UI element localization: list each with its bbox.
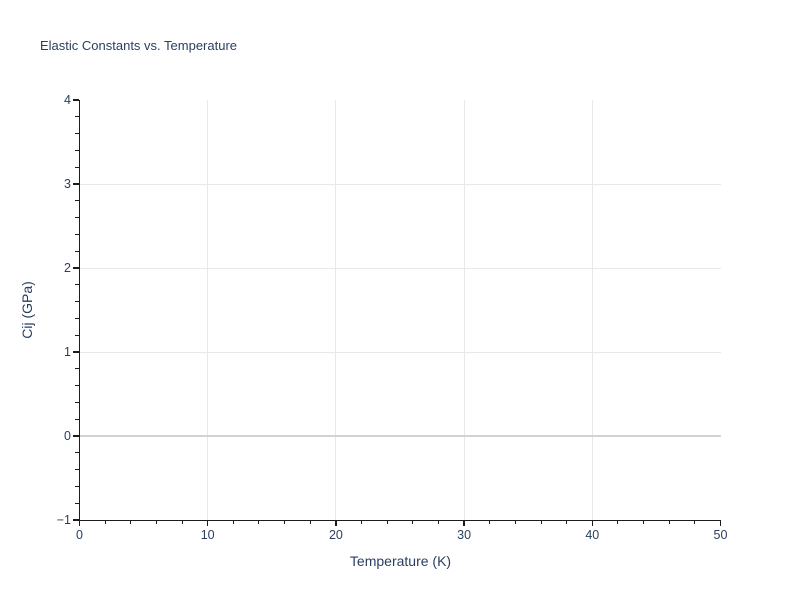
y-tick-label: −1	[56, 512, 71, 527]
y-minor-tick	[75, 502, 79, 504]
y-minor-tick	[75, 116, 79, 118]
y-minor-tick	[75, 368, 79, 370]
y-minor-tick	[75, 317, 79, 319]
y-tick-label: 2	[64, 260, 71, 275]
x-minor-tick	[617, 520, 619, 525]
y-minor-tick	[75, 418, 79, 420]
y-minor-tick	[75, 284, 79, 286]
x-major-tick	[335, 520, 337, 527]
x-gridline	[591, 100, 593, 520]
y-tick-label: 4	[64, 92, 71, 107]
x-axis-spine	[78, 519, 722, 521]
x-minor-tick	[130, 520, 132, 525]
y-minor-tick	[75, 301, 79, 303]
y-gridline	[79, 351, 721, 353]
x-tick-label: 40	[585, 528, 600, 542]
y-tick-label: 0	[64, 428, 71, 443]
x-minor-tick	[155, 520, 157, 525]
y-major-tick	[73, 267, 79, 269]
x-major-tick	[207, 520, 209, 527]
y-axis-spine	[78, 99, 80, 521]
x-minor-tick	[437, 520, 439, 525]
y-major-tick	[73, 435, 79, 437]
x-minor-tick	[540, 520, 542, 525]
y-minor-tick	[75, 469, 79, 471]
y-tick-label: 1	[64, 344, 71, 359]
y-minor-tick	[75, 250, 79, 252]
x-minor-tick	[566, 520, 568, 525]
y-gridline	[79, 267, 721, 269]
x-minor-tick	[232, 520, 234, 525]
x-major-tick	[591, 520, 593, 527]
x-gridline	[207, 100, 209, 520]
x-tick-label: 50	[713, 528, 728, 542]
x-tick-label: 20	[328, 528, 343, 542]
y-minor-tick	[75, 149, 79, 151]
x-minor-tick	[181, 520, 183, 525]
x-minor-tick	[284, 520, 286, 525]
x-minor-tick	[514, 520, 516, 525]
x-minor-tick	[694, 520, 696, 525]
x-minor-tick	[643, 520, 645, 525]
x-tick-label: 30	[457, 528, 472, 542]
x-minor-tick	[489, 520, 491, 525]
x-minor-tick	[258, 520, 260, 525]
y-minor-tick	[75, 133, 79, 135]
y-major-tick	[73, 99, 79, 101]
y-minor-tick	[75, 485, 79, 487]
y-axis-label: Cij (GPa)	[19, 281, 35, 339]
x-minor-tick	[309, 520, 311, 525]
y-minor-tick	[75, 452, 79, 454]
y-minor-tick	[75, 200, 79, 202]
y-gridline	[79, 183, 721, 185]
y-tick-label: 3	[64, 176, 71, 191]
y-major-tick	[73, 351, 79, 353]
x-tick-label: 10	[200, 528, 215, 542]
x-major-tick	[78, 520, 81, 527]
x-major-tick	[463, 520, 465, 527]
x-minor-tick	[361, 520, 363, 525]
x-gridline	[335, 100, 337, 520]
y-minor-tick	[75, 233, 79, 235]
chart-title: Elastic Constants vs. Temperature	[40, 38, 238, 53]
x-minor-tick	[104, 520, 106, 525]
x-tick-label: 0	[76, 528, 83, 542]
y-zero-gridline	[79, 435, 721, 437]
y-minor-tick	[75, 166, 79, 168]
x-minor-tick	[412, 520, 414, 525]
y-minor-tick	[75, 401, 79, 403]
x-minor-tick	[668, 520, 670, 525]
x-gridline	[463, 100, 465, 520]
x-axis-label: Temperature (K)	[349, 553, 452, 569]
y-major-tick	[73, 519, 79, 521]
y-minor-tick	[75, 217, 79, 219]
y-major-tick	[73, 183, 79, 185]
x-major-tick	[719, 520, 722, 527]
y-minor-tick	[75, 334, 79, 336]
x-minor-tick	[386, 520, 388, 525]
y-minor-tick	[75, 385, 79, 387]
